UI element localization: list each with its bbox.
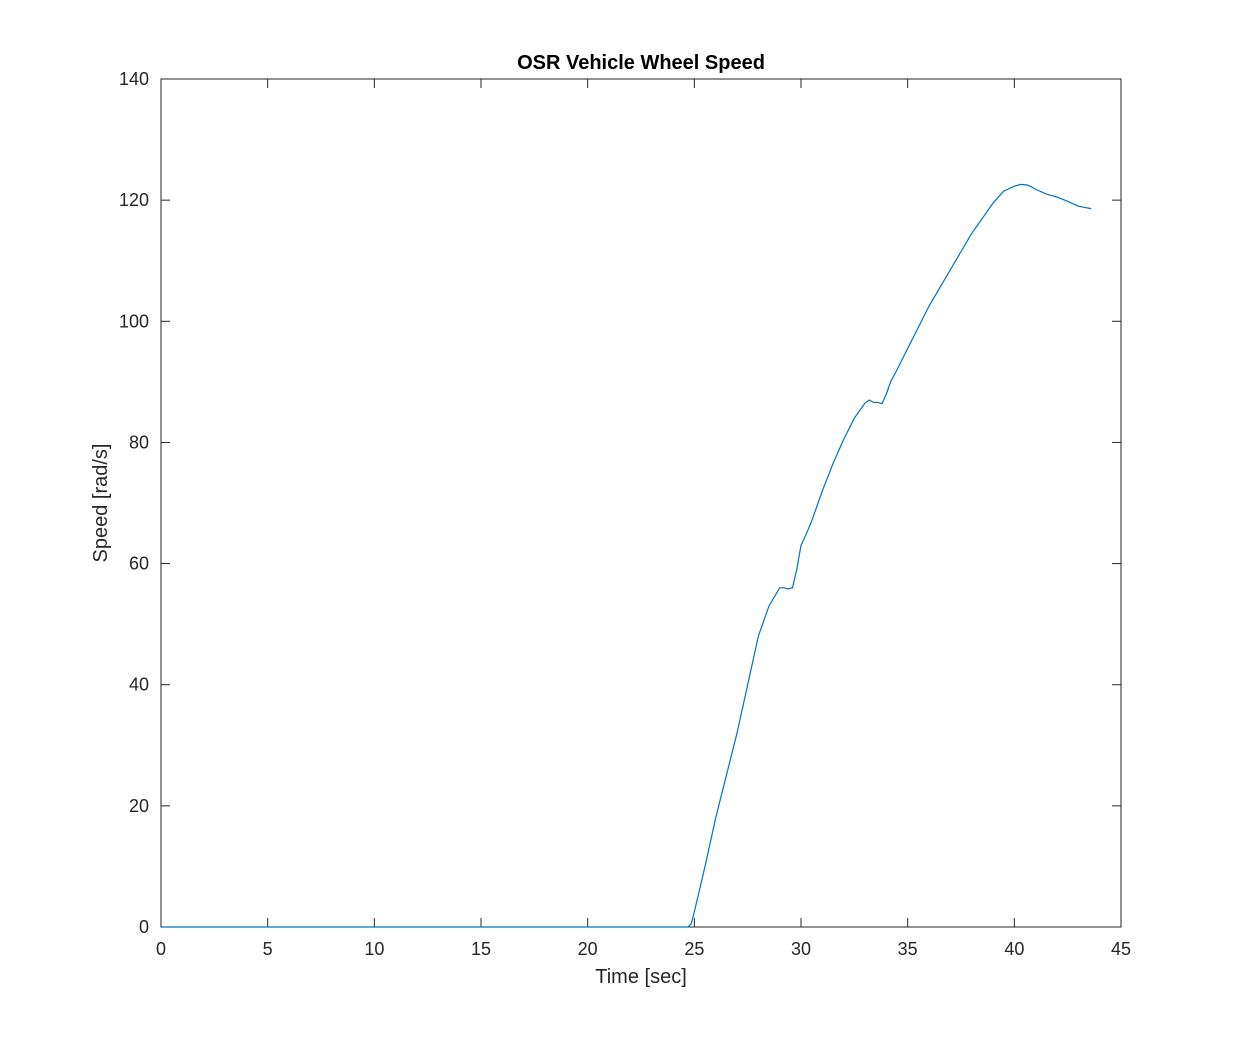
tick-labels: 0 5 10 15 20 25 30 35 40 45 0 20 40 60 80 100 120 140 [119, 69, 1131, 959]
y-tick-label: 100 [119, 311, 149, 331]
x-tick-label: 40 [1004, 939, 1024, 959]
x-tick-label: 10 [364, 939, 384, 959]
x-tick-label: 5 [263, 939, 273, 959]
y-tick-label: 80 [129, 432, 149, 452]
y-tick-label: 120 [119, 190, 149, 210]
axis-ticks [160, 78, 1122, 928]
x-tick-label: 15 [471, 939, 491, 959]
y-tick-label: 40 [129, 675, 149, 695]
y-axis-label: Speed [rad/s] [90, 444, 112, 563]
y-tick-label: 0 [139, 917, 149, 937]
series-line [161, 183, 1092, 928]
x-tick-label: 20 [578, 939, 598, 959]
y-tick-label: 140 [119, 69, 149, 89]
x-tick-label: 25 [684, 939, 704, 959]
x-tick-label: 0 [156, 939, 166, 959]
x-tick-label: 30 [791, 939, 811, 959]
x-tick-label: 45 [1111, 939, 1131, 959]
x-axis-label: Time [sec] [595, 966, 687, 988]
x-tick-label: 35 [898, 939, 918, 959]
chart-title: OSR Vehicle Wheel Speed [517, 52, 765, 74]
y-tick-label: 60 [129, 554, 149, 574]
plot-area [160, 78, 1122, 928]
y-tick-label: 20 [129, 796, 149, 816]
